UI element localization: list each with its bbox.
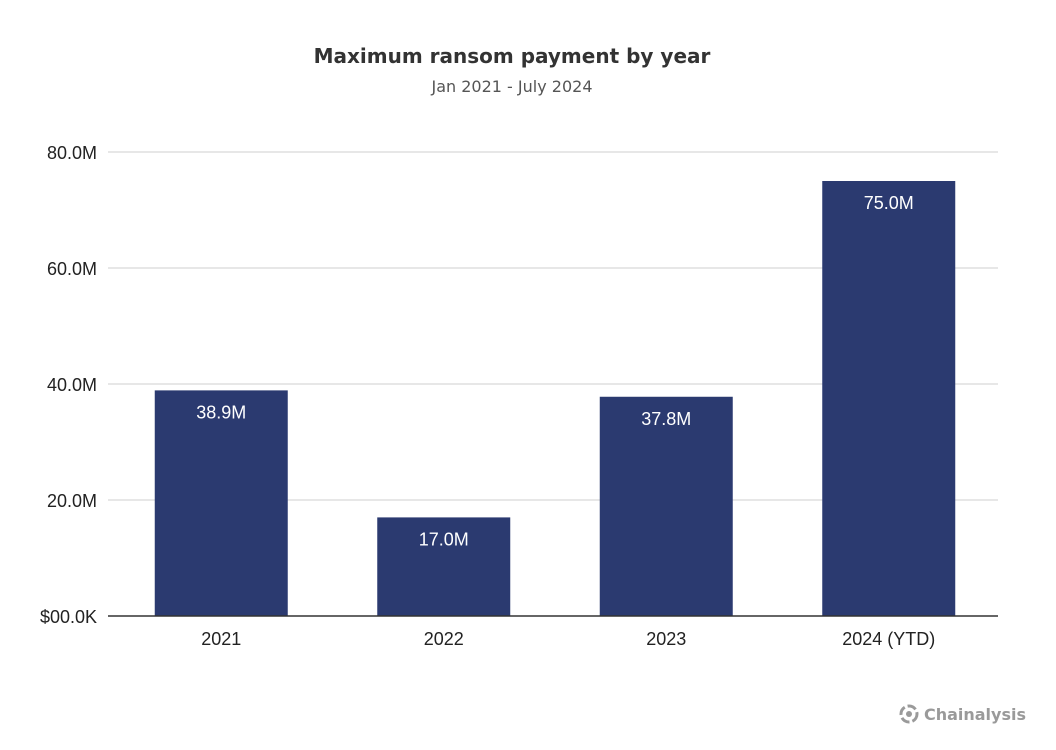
x-axis-ticks: 2021 2022 2023 2024 (YTD)	[201, 629, 935, 649]
y-tick-label: 20.0M	[47, 491, 97, 511]
x-tick-label: 2024 (YTD)	[842, 629, 935, 649]
x-tick-label: 2023	[646, 629, 686, 649]
bar-value-label: 37.8M	[641, 409, 691, 429]
chainalysis-logo-icon	[899, 704, 919, 724]
x-tick-label: 2021	[201, 629, 241, 649]
x-tick-label: 2022	[424, 629, 464, 649]
chart-title: Maximum ransom payment by year	[313, 44, 711, 68]
brand: Chainalysis	[899, 704, 1026, 724]
bar	[599, 396, 733, 616]
bar	[822, 181, 956, 616]
y-axis-ticks: $00.0K 20.0M 40.0M 60.0M 80.0M	[40, 143, 97, 627]
y-tick-label: 80.0M	[47, 143, 97, 163]
bar-value-label: 75.0M	[864, 193, 914, 213]
y-tick-label: 40.0M	[47, 375, 97, 395]
bars: 38.9M 17.0M 37.8M 75.0M	[154, 181, 956, 616]
y-tick-label: $00.0K	[40, 607, 97, 627]
bar-value-label: 17.0M	[419, 529, 469, 549]
brand-name: Chainalysis	[923, 704, 1026, 724]
chart-subtitle: Jan 2021 - July 2024	[431, 77, 593, 96]
bar	[154, 390, 288, 616]
y-tick-label: 60.0M	[47, 259, 97, 279]
bar	[377, 517, 511, 616]
bar-value-label: 38.9M	[196, 402, 246, 422]
